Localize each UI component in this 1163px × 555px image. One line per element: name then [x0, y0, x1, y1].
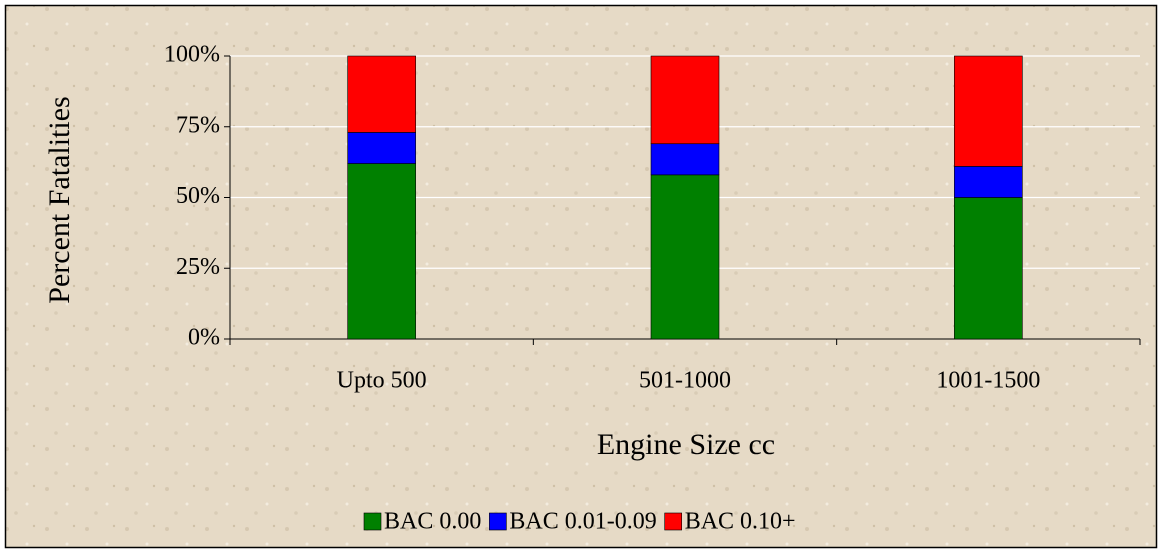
- y-tick-label: 50%: [176, 183, 220, 209]
- legend-swatch: [363, 512, 382, 531]
- legend-swatch: [489, 512, 507, 531]
- bar-segment: [954, 55, 1023, 167]
- y-axis-title: Percent Fatalities: [43, 96, 76, 303]
- x-tick-label: 501-1000: [639, 368, 731, 394]
- y-tick-label: 0%: [188, 325, 220, 351]
- bar-segment: [650, 143, 720, 176]
- y-tick-label: 25%: [176, 254, 220, 280]
- y-tick-label: 100%: [164, 42, 220, 68]
- x-tick-label: Upto 500: [337, 368, 427, 394]
- bar-segment: [347, 132, 416, 164]
- bar-segment: [954, 197, 1023, 340]
- bar-segment: [347, 55, 416, 133]
- x-tick-label: 1001-1500: [936, 368, 1040, 394]
- x-axis-title: Engine Size cc: [597, 428, 775, 461]
- legend-text: BAC 0.00: [384, 509, 481, 535]
- y-tick-label: 75%: [176, 112, 220, 138]
- bar-segment: [650, 174, 720, 340]
- legend-text: BAC 0.10+: [685, 509, 796, 535]
- legend-swatch: [664, 512, 683, 531]
- bar-segment: [650, 55, 720, 145]
- bar-segment: [954, 166, 1023, 198]
- bar-segment: [347, 163, 416, 340]
- legend-text: BAC 0.01-0.09: [509, 509, 656, 535]
